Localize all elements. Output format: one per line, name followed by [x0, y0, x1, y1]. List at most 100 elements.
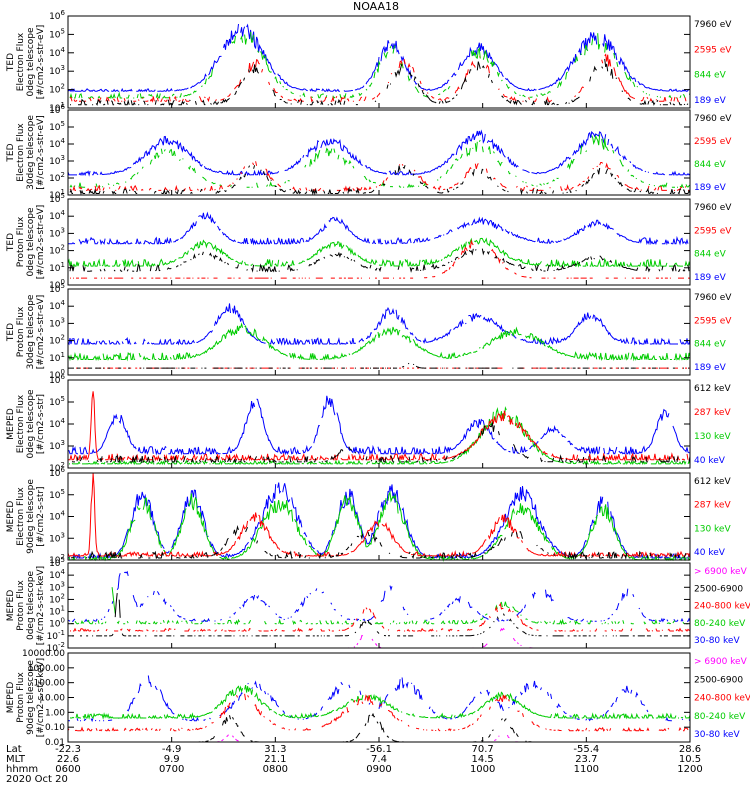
y-axis-label-line: [#/cm2-s-str-eV] [36, 205, 46, 280]
y-axis-label-line: 90deg telescope [26, 479, 36, 554]
y-axis-label-line: [#/cm2-s-str-eV] [36, 295, 46, 370]
y-tick-label: 102 [49, 83, 65, 96]
y-tick-label: 10000.00 [22, 649, 65, 659]
legend-entry: 7960 eV [694, 20, 732, 30]
y-axis-label-line: Proton Flux [16, 306, 26, 357]
y-tick-label: 0.10 [45, 723, 65, 733]
legend-entry: 844 eV [694, 71, 727, 81]
legend-entry: 189 eV [694, 363, 727, 373]
series-meped-p-0-red [69, 602, 691, 632]
date-label: 2020 Oct 20 [6, 774, 68, 785]
legend-entry: 287 keV [694, 501, 731, 511]
y-axis-label-line: 0deg telescope [26, 27, 36, 97]
y-tick-label: 103 [49, 439, 65, 452]
time-axis-mlt: 22.6 [57, 754, 79, 765]
time-axis-hhmm: 0900 [366, 764, 391, 775]
series-ted-e-0-blue [67, 23, 690, 93]
legend-entry: 2500-6900 [694, 584, 743, 594]
y-axis-label-line: MEPED [6, 408, 16, 440]
y-tick-label: 105 [49, 488, 65, 501]
legend-entry: 2595 eV [694, 137, 732, 147]
time-axis-hhmm: 0600 [55, 764, 80, 775]
y-tick-label: 104 [49, 417, 65, 430]
y-axis-label-line: TED [6, 323, 16, 342]
time-axis-lat: 28.6 [679, 744, 701, 755]
legend-entry: 189 eV [694, 96, 727, 106]
legend-entry: 30-80 keV [694, 636, 740, 646]
time-axis-mlt: 10.5 [679, 754, 701, 765]
legend-entry: > 6900 keV [694, 567, 748, 577]
legend-entry: 7960 eV [694, 203, 732, 213]
y-axis-label-line: TED [6, 233, 16, 252]
y-tick-label: 101 [49, 351, 65, 364]
time-axis-mlt: 9.9 [164, 754, 180, 765]
legend-entry: 130 keV [694, 432, 731, 442]
time-axis-hhmm: 0800 [263, 764, 288, 775]
series-ted-e-0-green [69, 31, 691, 100]
axis-label-hhmm: hhmm [6, 764, 38, 775]
y-axis-label-line: 90deg telescope [26, 660, 36, 735]
y-axis-label-line: TED [6, 143, 16, 162]
y-axis-label-line: [#/cm2-s-str-eV] [36, 25, 46, 100]
series-ted-p-0-red [70, 239, 690, 279]
series-ted-e-0-red [69, 53, 687, 103]
y-tick-label: 105 [49, 120, 65, 133]
y-tick-label: 10-1 [47, 629, 65, 642]
time-axis-hhmm: 1100 [574, 764, 599, 775]
legend-entry: 2595 eV [694, 226, 732, 236]
y-axis-label-line: [#/cm2-s-str] [36, 486, 46, 546]
y-axis-label-line: [#/cm2-s-str-keV] [36, 658, 46, 737]
y-axis-label-line: Proton Flux [16, 216, 26, 267]
time-axis-mlt: 7.4 [371, 754, 387, 765]
y-axis-label-line: [#/cm2-s-str-eV] [36, 115, 46, 190]
y-tick-label: 104 [49, 137, 65, 150]
legend-entry: 2500-6900 [694, 675, 743, 685]
legend-entry: 844 eV [694, 160, 727, 170]
y-axis-label-line: Proton Flux [16, 672, 26, 723]
series-meped-p-90-green [69, 684, 691, 720]
time-axis-lat: -56.1 [366, 744, 392, 755]
series-ted-p-0-black [69, 248, 690, 273]
time-axis-hhmm: 1200 [677, 764, 702, 775]
legend-entry: 7960 eV [694, 293, 732, 303]
panel-frame [67, 288, 691, 376]
series-meped-p-90-blue [67, 675, 691, 723]
legend-entry: 80-240 keV [694, 712, 746, 722]
y-axis-label-line: 0deg telescope [26, 571, 36, 641]
y-axis-label-line: Electron Flux [16, 394, 26, 453]
legend-entry: 287 keV [694, 408, 731, 418]
series-ted-p-30-blue [67, 303, 691, 346]
panel-frame [67, 379, 691, 469]
y-tick-label: 102 [49, 334, 65, 347]
y-tick-label: 104 [49, 510, 65, 523]
series-ted-e-30-blue [67, 129, 691, 177]
time-axis-lat: -55.4 [573, 744, 599, 755]
figure-title: NOAA18 [353, 0, 399, 13]
y-tick-label: 102 [49, 244, 65, 257]
y-tick-label: 105 [49, 27, 65, 40]
legend-entry: 844 eV [694, 250, 727, 260]
time-axis-hhmm: 0700 [159, 764, 184, 775]
series-ted-e-30-black [69, 165, 691, 196]
y-axis-label-line: Electron Flux [16, 487, 26, 546]
time-axis-mlt: 23.7 [575, 754, 597, 765]
panel-frame [67, 652, 691, 743]
time-axis-lat: 70.7 [472, 744, 494, 755]
y-axis-label-line: Electron Flux [16, 32, 26, 91]
series-meped-e-0-green [69, 406, 691, 466]
legend-entry: > 6900 keV [694, 657, 748, 667]
time-axis-lat: -4.9 [162, 744, 182, 755]
time-axis-mlt: 14.5 [472, 754, 494, 765]
y-tick-label: 104 [49, 568, 65, 581]
y-tick-label: 105 [49, 395, 65, 408]
y-tick-label: 1.00 [45, 708, 65, 718]
y-tick-label: 10.00 [39, 694, 65, 704]
y-tick-label: 103 [49, 316, 65, 329]
